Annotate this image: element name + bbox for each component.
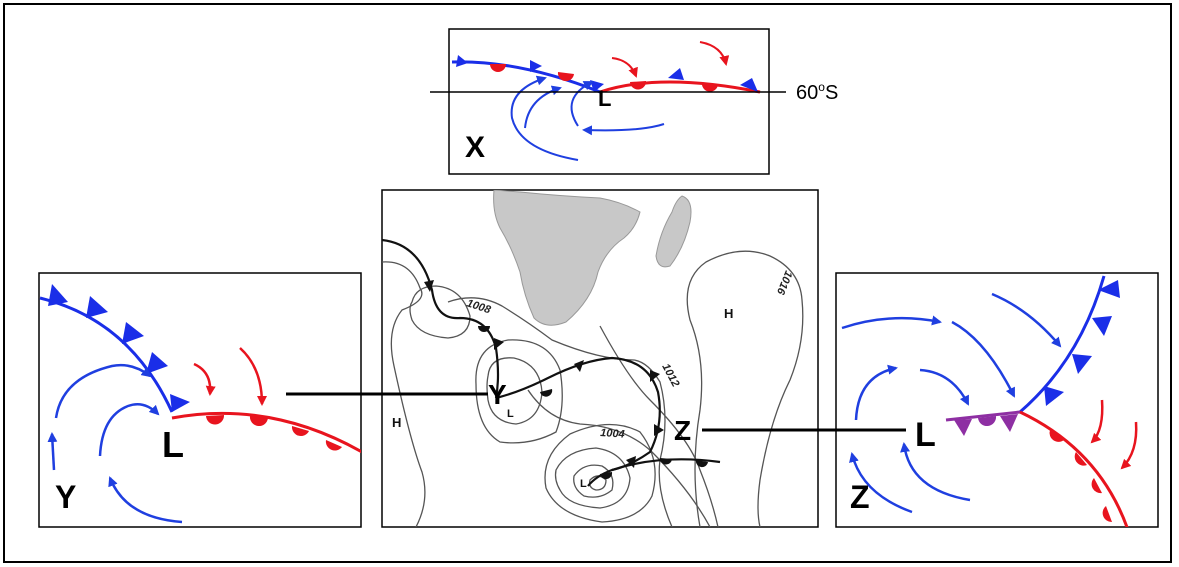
front-tooth: [654, 424, 664, 436]
panel-y-low-label: L: [162, 424, 184, 465]
warm-front-bump: [1102, 506, 1112, 523]
cold-air-arrow: [510, 75, 579, 161]
front-tooth: [650, 370, 660, 382]
warm-front-bump: [1049, 430, 1064, 442]
front-bump: [478, 326, 490, 332]
panel-x-warm-front: [599, 80, 761, 94]
cold-air-arrow: [841, 315, 942, 330]
panel-x-label: X: [465, 131, 485, 164]
occluded-front-bump: [978, 416, 997, 427]
warm-front-bump: [1074, 452, 1087, 466]
warm-front-bump: [1091, 478, 1102, 494]
cold-front-tooth: [122, 322, 144, 344]
panel-x-border: [448, 28, 770, 175]
panel-z-label: Z: [850, 479, 870, 515]
map-marker-y: Y: [488, 379, 507, 410]
panel-x-cold-front: [451, 60, 601, 94]
isobar: [527, 389, 711, 527]
cold-front-tooth: [86, 296, 108, 318]
cold-air-arrow: [991, 292, 1062, 348]
isobar: [686, 250, 804, 527]
warm-front-bump: [701, 82, 718, 92]
isobar: [554, 447, 631, 509]
panel-y-cold-front: [39, 296, 174, 413]
cold-air-arrow: [951, 320, 1016, 398]
cold-front-tooth: [456, 55, 468, 67]
panel-y-warm-front: [171, 411, 361, 454]
synoptic-map: 1008 1012 1004 1016 H H L L Y Z: [381, 189, 819, 528]
map-low-lower: L: [580, 478, 587, 490]
panel-z-warm-front: [1019, 410, 1129, 527]
cold-front-tooth: [668, 68, 684, 80]
warm-front-bump: [325, 440, 342, 451]
cold-front-tooth: [1098, 280, 1120, 298]
warm-air-arrow: [699, 41, 730, 66]
cold-front-tooth: [530, 60, 542, 72]
occluded-front-tooth: [1000, 414, 1018, 432]
panel-z-occluded-front: [945, 410, 1021, 422]
cold-air-arrow: [524, 85, 562, 129]
cold-air-arrow: [98, 403, 160, 457]
warm-front-bump: [249, 416, 268, 427]
panel-z: L Z: [835, 272, 1159, 528]
cold-front-tooth: [1044, 386, 1064, 406]
front-bump: [659, 458, 672, 465]
isobar: [382, 261, 426, 527]
warm-front-bump: [206, 415, 225, 425]
cold-front-tooth: [48, 284, 68, 306]
cold-front-tooth: [1072, 354, 1092, 374]
isobar: [573, 464, 614, 498]
diagram-frame: [3, 3, 1172, 563]
map-cold-front: [382, 238, 500, 399]
panel-z-low-label: L: [915, 416, 936, 454]
map-high-left: H: [392, 415, 401, 430]
map-high-right: H: [724, 306, 733, 321]
warm-air-arrow: [1120, 421, 1138, 470]
cold-air-arrow: [900, 442, 971, 502]
isobar-label-1004: 1004: [600, 427, 625, 441]
isobar: [486, 357, 543, 425]
madagascar-landmass: [655, 195, 692, 268]
panel-y: L Y: [38, 272, 362, 528]
cold-air-arrow: [108, 476, 183, 524]
front-tooth: [494, 338, 504, 350]
map-marker-z: Z: [674, 415, 691, 446]
front-tooth: [626, 456, 636, 468]
africa-landmass: [493, 190, 641, 326]
warm-front-bump: [630, 81, 647, 90]
front-tooth: [574, 360, 584, 372]
front-bump: [695, 460, 708, 468]
warm-front-bump: [490, 64, 506, 72]
panel-x-low-label: L: [598, 86, 611, 111]
cold-air-arrow: [570, 81, 594, 127]
panel-z-cold-front: [1019, 275, 1106, 414]
isobar: [409, 285, 471, 339]
warm-air-arrow: [239, 347, 267, 406]
cold-air-arrow: [854, 364, 898, 421]
warm-air-arrow: [611, 57, 638, 78]
warm-air-arrow: [193, 362, 216, 396]
isobar: [599, 325, 719, 527]
front-tooth: [424, 280, 434, 292]
panel-y-label: Y: [55, 479, 76, 515]
cold-front-tooth: [740, 78, 758, 92]
front-bump: [600, 472, 613, 480]
cold-air-arrow: [919, 368, 970, 406]
cold-front-tooth: [1092, 316, 1112, 336]
occluded-front-tooth: [954, 419, 972, 436]
isobar: [544, 423, 656, 523]
map-low-upper: L: [507, 408, 514, 420]
warm-front-bump: [291, 426, 309, 436]
cold-air-arrow: [582, 123, 665, 136]
latitude-label: 60oS: [796, 80, 838, 104]
cold-air-arrow: [47, 432, 58, 471]
cold-air-arrow: [849, 452, 913, 514]
warm-front-bump: [557, 72, 574, 82]
warm-air-arrow: [1090, 399, 1104, 444]
cold-air-arrow: [54, 363, 152, 419]
front-bump: [540, 389, 553, 397]
cold-front-tooth: [170, 394, 190, 412]
panel-x: L X 60oS: [430, 28, 838, 175]
